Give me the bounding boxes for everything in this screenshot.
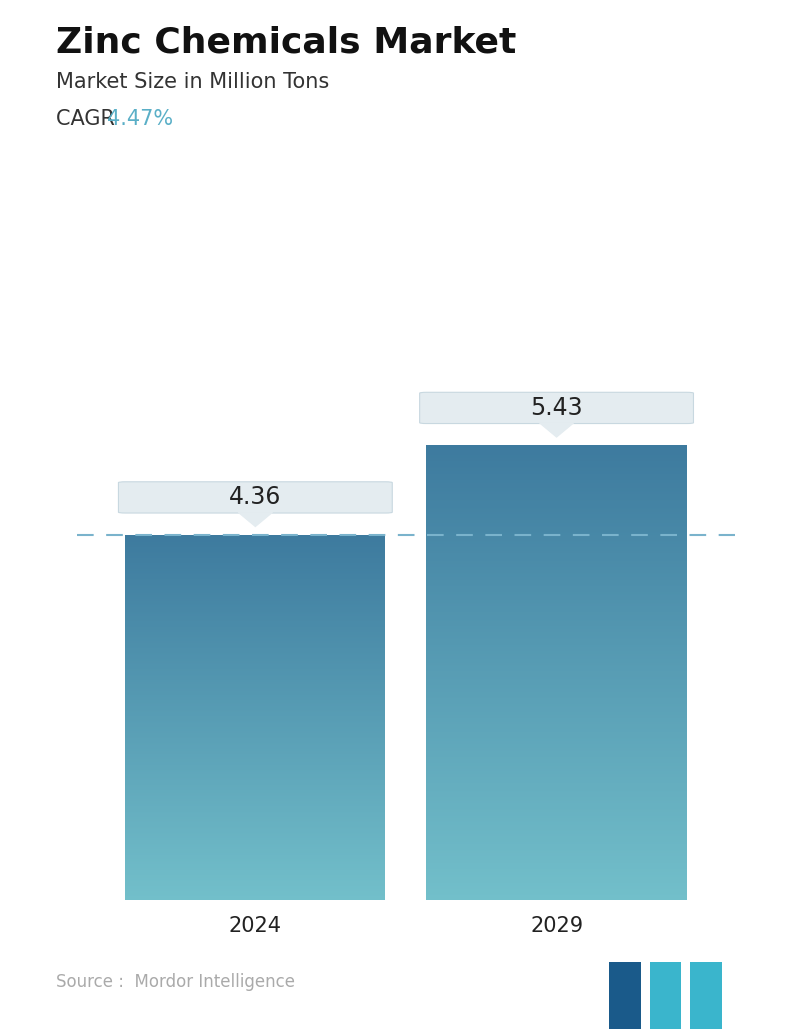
Text: 5.43: 5.43 [530, 396, 583, 420]
Text: 4.36: 4.36 [229, 485, 282, 510]
FancyBboxPatch shape [419, 392, 693, 424]
Polygon shape [238, 512, 272, 526]
Polygon shape [650, 962, 681, 1029]
Text: Market Size in Million Tons: Market Size in Million Tons [56, 72, 329, 92]
Polygon shape [609, 962, 641, 1029]
Polygon shape [540, 423, 574, 437]
Text: Zinc Chemicals Market: Zinc Chemicals Market [56, 26, 516, 60]
Text: 4.47%: 4.47% [107, 109, 173, 128]
FancyBboxPatch shape [119, 482, 392, 513]
Text: Source :  Mordor Intelligence: Source : Mordor Intelligence [56, 973, 295, 991]
Polygon shape [690, 962, 722, 1029]
Text: CAGR: CAGR [56, 109, 121, 128]
